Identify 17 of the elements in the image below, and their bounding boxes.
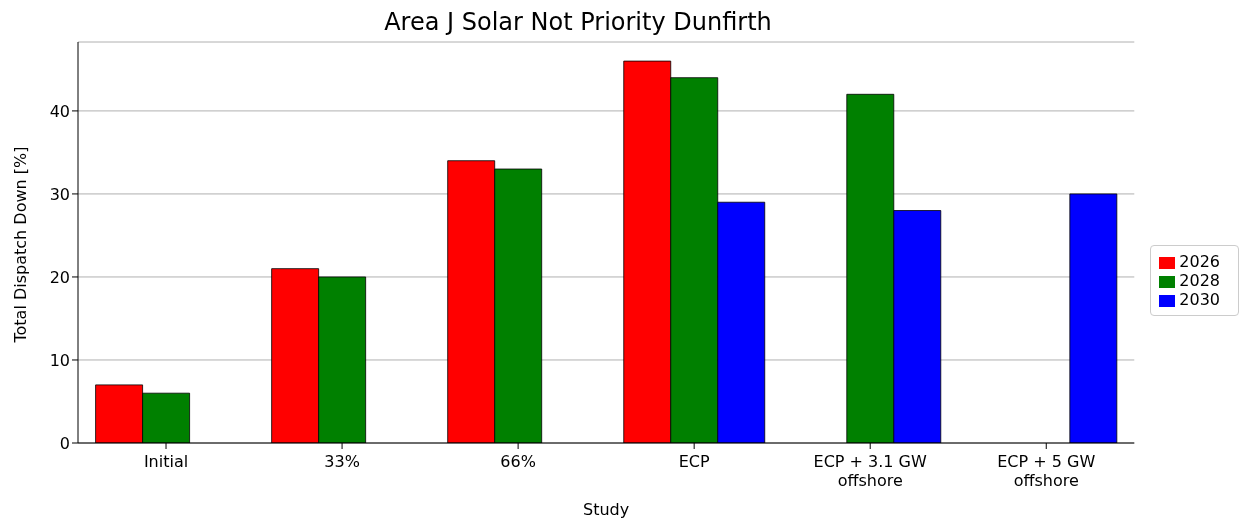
x-tick-label: ECP bbox=[678, 452, 710, 471]
y-tick-label: 30 bbox=[49, 184, 70, 204]
chart-title: Area J Solar Not Priority Dunfirth bbox=[383, 8, 773, 38]
x-tick-label: 33% bbox=[324, 452, 360, 471]
x-tick-label: ECP + 5 GW offshore bbox=[997, 452, 1096, 490]
legend-label: 2030 bbox=[1179, 290, 1220, 309]
legend-label: 2026 bbox=[1179, 252, 1220, 271]
x-tick-label: Initial bbox=[143, 452, 189, 471]
x-tick-label: ECP + 3.1 GW offshore bbox=[813, 452, 928, 490]
y-axis-title: Total Dispatch Down [%] bbox=[10, 146, 30, 344]
y-tick-label: 10 bbox=[49, 350, 70, 370]
y-tick-label: 0 bbox=[59, 433, 70, 453]
x-tick-label: 66% bbox=[500, 452, 536, 471]
y-tick-label: 20 bbox=[49, 267, 70, 287]
legend-label: 2028 bbox=[1179, 271, 1220, 290]
x-axis-title: Study bbox=[583, 500, 630, 519]
y-tick-label: 40 bbox=[49, 101, 70, 121]
